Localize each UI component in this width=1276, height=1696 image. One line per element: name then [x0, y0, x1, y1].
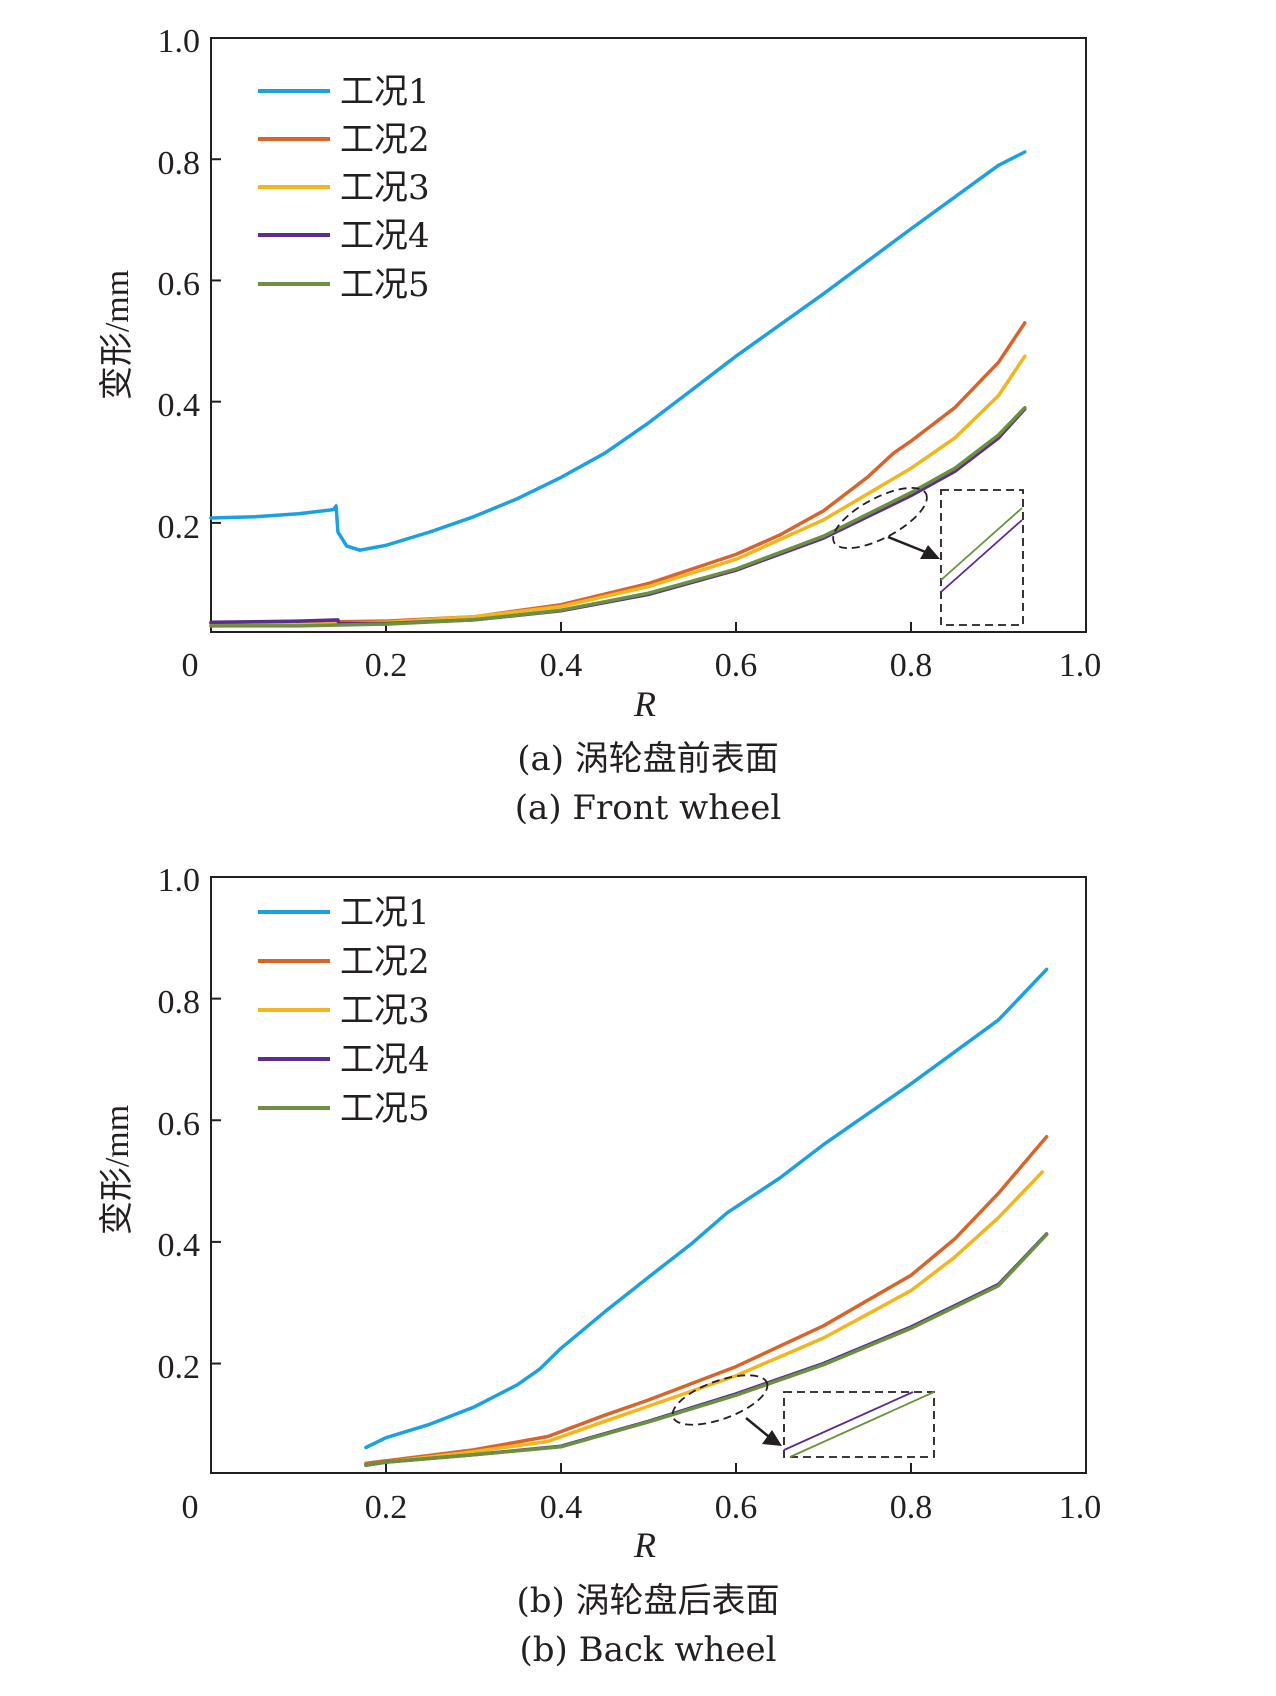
zoom-inset-a	[832, 486, 1024, 626]
plot-frame-a	[210, 37, 1087, 633]
zoom-ellipse	[671, 1374, 769, 1426]
y-tick-label: 0.8	[158, 145, 201, 182]
panel-a: 0 0.2 0.4 0.6 0.8 1.0 0.2 0.4 0.6 0.8 1.…	[98, 23, 1101, 828]
x-tick-label: 0.6	[715, 647, 758, 684]
x-tick-label: 1.0	[1059, 1489, 1102, 1526]
zoom-inset-b	[671, 1374, 935, 1458]
tick-marks-b	[211, 997, 912, 1473]
y-tick-labels-b: 0.2 0.4 0.6 0.8 1.0	[158, 862, 201, 1386]
panel-b: 0 0.2 0.4 0.6 0.8 1.0 0.2 0.4 0.6 0.8 1.…	[98, 862, 1101, 1670]
series-line-2	[364, 1134, 1049, 1466]
caption-cn-a: (a) 涡轮盘前表面	[517, 739, 779, 779]
plot-frame-b	[210, 876, 1087, 1474]
series-line-3	[364, 1170, 1045, 1467]
y-tick-label: 1.0	[158, 23, 201, 60]
x-tick-labels-b: 0 0.2 0.4 0.6 0.8 1.0	[182, 1489, 1102, 1526]
y-tick-label: 0.4	[158, 387, 201, 424]
caption-en-b: (b) Back wheel	[520, 1630, 777, 1670]
caption-cn-b: (b) 涡轮盘后表面	[516, 1581, 779, 1621]
legend-label: 工况5	[340, 1089, 430, 1129]
zoom-ellipse	[832, 486, 928, 550]
x-tick-labels-a: 0 0.2 0.4 0.6 0.8 1.0	[182, 647, 1102, 684]
x-tick-label: 0	[182, 647, 199, 684]
series-line-5	[209, 405, 1027, 628]
zoom-line-series-5	[940, 507, 1023, 581]
zoom-line-series-4	[940, 519, 1023, 593]
y-tick-label: 0.6	[158, 266, 201, 303]
x-axis-label-a: R	[633, 684, 656, 724]
x-tick-label: 1.0	[1059, 647, 1102, 684]
y-axis-label-a: 变形/mm	[98, 270, 136, 400]
y-tick-label: 0.8	[158, 984, 201, 1021]
legend-label: 工况1	[340, 893, 430, 933]
legend-a: 工况1 工况2 工况3 工况4 工况5	[258, 72, 430, 305]
y-tick-label: 0.2	[158, 509, 201, 546]
legend-label: 工况4	[340, 216, 430, 256]
y-tick-labels-a: 0.2 0.4 0.6 0.8 1.0	[158, 23, 201, 546]
legend-label: 工况4	[340, 1040, 430, 1080]
x-tick-label: 0.8	[890, 1489, 933, 1526]
legend-label: 工况2	[340, 120, 430, 160]
zoom-box	[940, 489, 1024, 626]
x-tick-label: 0.2	[365, 1489, 408, 1526]
y-tick-label: 0.4	[158, 1227, 201, 1264]
legend-label: 工况3	[340, 991, 430, 1031]
series-line-1	[209, 150, 1027, 552]
x-tick-label: 0.6	[715, 1489, 758, 1526]
legend-b: 工况1 工况2 工况3 工况4 工况5	[258, 893, 430, 1129]
zoom-line-series-4	[783, 1391, 914, 1451]
series-lines-a	[209, 150, 1027, 628]
series-line-5	[364, 1232, 1049, 1467]
zoom-arrow-line	[887, 535, 929, 555]
zoom-box	[783, 1391, 935, 1458]
y-tick-label: 1.0	[158, 862, 201, 899]
legend-label: 工况1	[340, 72, 430, 112]
y-tick-label: 0.6	[158, 1106, 201, 1143]
y-axis-label-b: 变形/mm	[98, 1105, 136, 1235]
y-tick-label: 0.2	[158, 1349, 201, 1386]
zoom-arrow-head	[762, 1430, 782, 1446]
caption-en-a: (a) Front wheel	[515, 788, 781, 828]
legend-label: 工况2	[340, 942, 430, 982]
x-tick-label: 0.8	[890, 647, 933, 684]
series-line-1	[364, 967, 1049, 1450]
x-tick-label: 0.2	[365, 647, 408, 684]
series-line-4	[364, 1232, 1049, 1467]
zoom-arrow-head	[920, 545, 940, 559]
legend-label: 工况3	[340, 168, 430, 208]
tick-marks-a	[211, 158, 912, 632]
x-axis-label-b: R	[633, 1525, 656, 1565]
series-lines-b	[364, 967, 1049, 1467]
series-line-3	[209, 354, 1027, 628]
x-tick-label: 0.4	[540, 1489, 583, 1526]
x-tick-label: 0.4	[540, 647, 583, 684]
legend-label: 工况5	[340, 265, 430, 305]
zoom-arrow-line	[745, 1417, 769, 1437]
x-tick-label: 0	[182, 1489, 199, 1526]
zoom-line-series-5	[789, 1391, 935, 1458]
